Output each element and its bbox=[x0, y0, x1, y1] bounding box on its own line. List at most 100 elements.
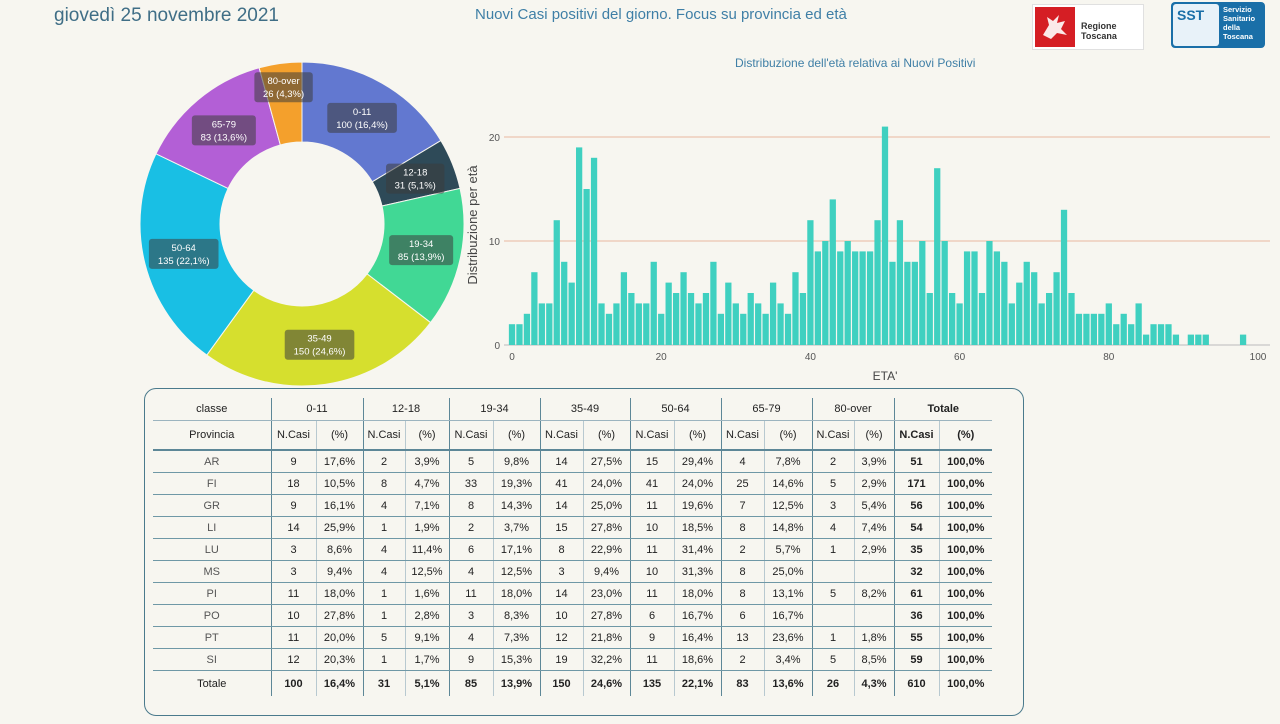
hist-bar bbox=[889, 261, 896, 345]
table-cell: 7,1% bbox=[404, 494, 449, 517]
table-row: LI 14 25,9% 1 1,9% 2 3,7% 15 27,8% 10 18,5% 8 14,8% 4… bbox=[153, 516, 992, 539]
total-cell: 24,6% bbox=[582, 670, 630, 696]
hist-xlabel: ETA' bbox=[873, 369, 898, 383]
table-cell: 19,3% bbox=[492, 472, 540, 495]
hist-bar bbox=[1135, 303, 1142, 345]
table-cell: 56 bbox=[893, 494, 939, 517]
total-cell: 16,4% bbox=[315, 670, 363, 696]
table-cell: 59 bbox=[893, 648, 939, 671]
table-cell: 8 bbox=[448, 494, 493, 517]
table-cell: 51 bbox=[893, 450, 939, 473]
total-cell: 100 bbox=[270, 670, 316, 696]
donut-label-80-over: 80-over 26 (4,3%) bbox=[254, 72, 313, 103]
table-cell: 13,1% bbox=[763, 582, 812, 605]
regione-toscana-logo: Regione Toscana bbox=[1032, 4, 1144, 50]
table-cell bbox=[853, 604, 894, 627]
table-cell: 29,4% bbox=[673, 450, 721, 473]
table-cell: 11 bbox=[629, 494, 674, 517]
hist-bar bbox=[1128, 324, 1135, 345]
table-cell: 25,0% bbox=[582, 494, 630, 517]
header-n-casi: N.Casi bbox=[362, 420, 405, 451]
hist-bar bbox=[986, 241, 993, 345]
total-cell: 13,9% bbox=[492, 670, 540, 696]
province-cell: LI bbox=[153, 516, 271, 539]
table-cell: 100,0% bbox=[938, 560, 992, 583]
table-cell: 100,0% bbox=[938, 626, 992, 649]
hist-bar bbox=[1202, 334, 1209, 345]
table-cell: 3,9% bbox=[853, 450, 894, 473]
hist-xtick-label: 60 bbox=[954, 352, 966, 363]
hist-bar bbox=[874, 220, 881, 345]
hist-bar bbox=[568, 282, 575, 345]
hist-bar bbox=[926, 293, 933, 345]
table-cell: 14,6% bbox=[763, 472, 812, 495]
hist-bar bbox=[643, 303, 650, 345]
table-row: FI 18 10,5% 8 4,7% 33 19,3% 41 24,0% 41 24,0% 25 14,… bbox=[153, 472, 992, 495]
table-cell: 36 bbox=[893, 604, 939, 627]
table-cell: 22,9% bbox=[582, 538, 630, 561]
table-cell: 31,3% bbox=[673, 560, 721, 583]
table-cell: 33 bbox=[448, 472, 493, 495]
table-cell: 32 bbox=[893, 560, 939, 583]
table-cell: 1 bbox=[362, 648, 405, 671]
hist-bar bbox=[978, 293, 986, 345]
table-cell: 8 bbox=[362, 472, 405, 495]
table-cell: 15 bbox=[629, 450, 674, 473]
hist-ylabel: Distribuzione per età bbox=[465, 165, 480, 285]
table-row: PO 10 27,8% 1 2,8% 3 8,3% 10 27,8% 6 16,7% 6 16,7% 36… bbox=[153, 604, 992, 627]
hist-bar bbox=[866, 251, 874, 345]
donut-label-value: 100 (16,4%) bbox=[336, 120, 388, 131]
table-cell: 18,0% bbox=[492, 582, 540, 605]
table-cell: 5 bbox=[811, 648, 854, 671]
hist-bar bbox=[1068, 293, 1075, 345]
table-cell: 27,8% bbox=[315, 604, 363, 627]
table-cell: 14,3% bbox=[492, 494, 540, 517]
table-cell: 7,3% bbox=[492, 626, 540, 649]
table-cell: 14,8% bbox=[763, 516, 812, 539]
table-cell: 8,5% bbox=[853, 648, 894, 671]
province-age-table: classe 0-11 12-18 19-34 35-49 50-64 65-79 80-ov… bbox=[153, 398, 992, 696]
table-cell: 100,0% bbox=[938, 472, 992, 495]
table-cell: 9,4% bbox=[582, 560, 630, 583]
hist-bar bbox=[792, 272, 799, 345]
header-provincia: Provincia bbox=[153, 420, 271, 451]
table-cell: 18 bbox=[270, 472, 316, 495]
table-cell: 2 bbox=[362, 450, 405, 473]
header-n-casi: N.Casi bbox=[448, 420, 493, 451]
hist-bar bbox=[695, 303, 702, 345]
table-cell: 19 bbox=[539, 648, 583, 671]
table-cell: 27,8% bbox=[582, 604, 630, 627]
header-percent: (%) bbox=[853, 420, 894, 451]
hist-bar bbox=[1172, 334, 1180, 345]
header-age-class: 35-49 bbox=[539, 398, 630, 421]
hist-bar bbox=[755, 303, 762, 345]
table-cell: 23,0% bbox=[582, 582, 630, 605]
table-cell: 3 bbox=[539, 560, 583, 583]
table-cell: 9 bbox=[270, 450, 316, 473]
table-cell: 12 bbox=[270, 648, 316, 671]
table-cell: 10 bbox=[270, 604, 316, 627]
table-cell: 6 bbox=[629, 604, 674, 627]
hist-bar bbox=[747, 293, 754, 345]
table-cell: 25,9% bbox=[315, 516, 363, 539]
province-cell: PO bbox=[153, 604, 271, 627]
hist-bar bbox=[538, 303, 545, 345]
total-cell: 22,1% bbox=[673, 670, 721, 696]
table-cell: 1,7% bbox=[404, 648, 449, 671]
donut-label-class: 12-18 bbox=[403, 168, 427, 179]
hist-bar bbox=[956, 303, 963, 345]
table-cell: 4 bbox=[362, 494, 405, 517]
donut-label-bg bbox=[191, 115, 256, 146]
hist-bar bbox=[590, 157, 598, 345]
table-cell: 16,4% bbox=[673, 626, 721, 649]
header-n-casi: N.Casi bbox=[539, 420, 583, 451]
table-row: LU 3 8,6% 4 11,4% 6 17,1% 8 22,9% 11 31,4% 2 5,7% 1 2,… bbox=[153, 538, 992, 561]
header-age-class: Totale bbox=[893, 398, 992, 421]
hist-bar bbox=[672, 293, 680, 345]
table-cell: 8 bbox=[720, 516, 764, 539]
total-cell: 85 bbox=[448, 670, 493, 696]
province-cell: LU bbox=[153, 538, 271, 561]
table-cell: 54 bbox=[893, 516, 939, 539]
table-cell: 8,3% bbox=[492, 604, 540, 627]
hist-bar bbox=[1239, 334, 1247, 345]
